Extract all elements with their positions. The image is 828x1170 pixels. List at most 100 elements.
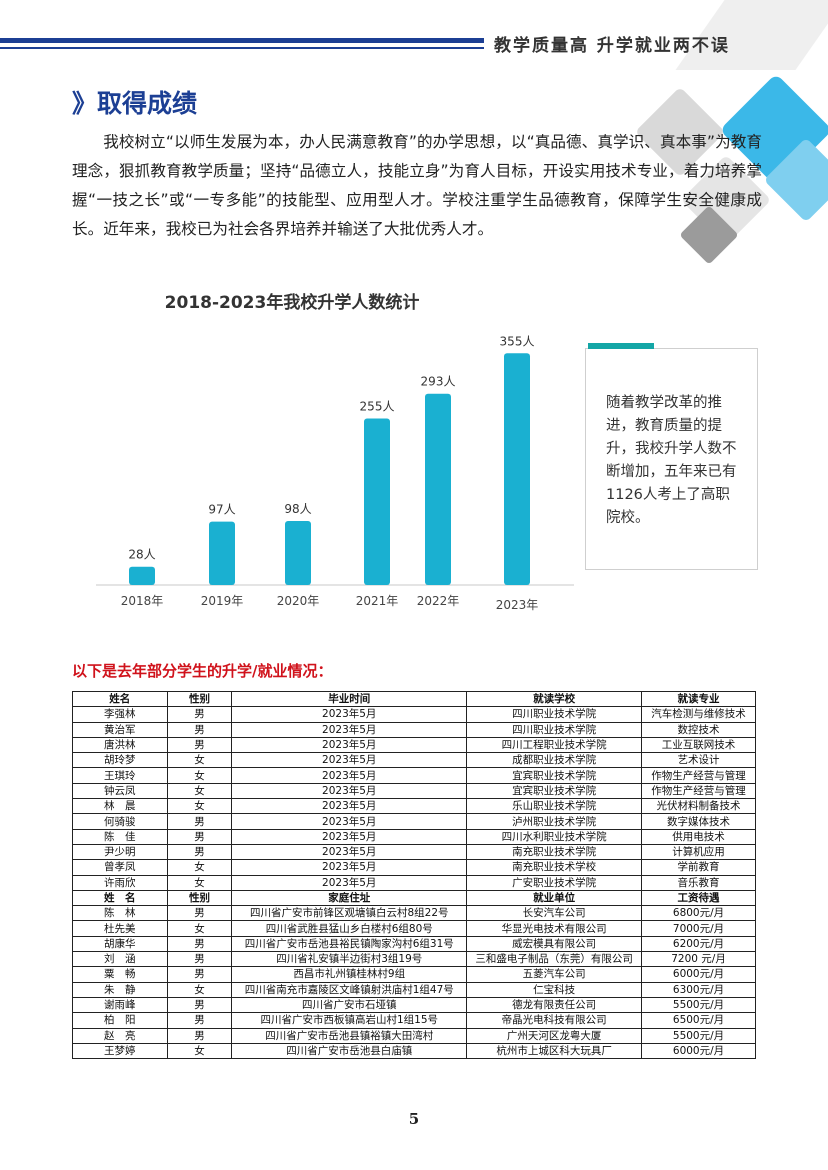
table-cell: 南充职业技术学校 (466, 859, 643, 876)
table-header-cell: 毕业时间 (231, 690, 468, 708)
table-row: 钟云凤女 2023年5月 宜宾职业技术学院 作物生产经营与管理 (72, 782, 756, 800)
table-header-cell: 就读专业 (641, 690, 756, 708)
table-cell: 四川省南充市嘉陵区文峰镇射洪庙村1组47号 (231, 981, 468, 998)
table-cell: 王梦婷 (72, 1042, 168, 1060)
table-cell: 数字媒体技术 (641, 813, 756, 830)
header-slogan: 教学质量高 升学就业两不误 (494, 36, 730, 56)
table-cell: 乐山职业技术学院 (466, 798, 643, 815)
table-cell: 男 (166, 1012, 233, 1029)
table-cell: 女 (166, 859, 233, 876)
section-marker: 》 (72, 89, 98, 118)
table-cell: 四川省广安市石垭镇 (231, 996, 468, 1014)
table-cell: 南充职业技术学院 (466, 843, 643, 861)
table-cell: 四川职业技术学院 (466, 721, 643, 738)
table-cell: 西昌市礼州镇桂林村9组 (231, 966, 468, 983)
table-cell: 谢雨峰 (72, 996, 168, 1014)
table-cell: 长安汽车公司 (466, 905, 643, 922)
x-tick-label: 2020年 (277, 594, 320, 608)
section-title: 》取得成绩 (72, 84, 197, 120)
table-cell: 唐洪林 (72, 736, 168, 754)
table-row: 唐洪林男 2023年5月 四川工程职业技术学院 工业互联网技术 (72, 736, 756, 754)
table-cell: 女 (166, 920, 233, 937)
table-cell: 女 (166, 1042, 233, 1060)
table-cell: 男 (166, 935, 233, 953)
table-cell: 四川工程职业技术学院 (466, 736, 643, 754)
table-cell: 三和盛电子制品（东莞）有限公司 (466, 951, 643, 968)
table-cell: 作物生产经营与管理 (641, 767, 756, 784)
table-row: 陈 林男四川省广安市前锋区观塘镇白云村8组22号 长安汽车公司 6800元/月 (72, 905, 756, 922)
table-cell: 宜宾职业技术学院 (466, 782, 643, 800)
table-cell: 2023年5月 (231, 767, 468, 784)
table-header-cell: 工资待遇 (641, 889, 756, 907)
table-cell: 2023年5月 (231, 736, 468, 754)
table-row: 何骑骏男 2023年5月 泸州职业技术学院 数字媒体技术 (72, 813, 756, 830)
table-cell: 杜先美 (72, 920, 168, 937)
table-cell: 男 (166, 706, 233, 723)
table-cell: 许雨欣 (72, 874, 168, 891)
table-cell: 2023年5月 (231, 828, 468, 845)
table-cell: 女 (166, 874, 233, 891)
data-label: 28人 (128, 548, 155, 562)
table-row: 曾孝凤女 2023年5月 南充职业技术学校 学前教育 (72, 859, 756, 876)
list-title: 以下是去年部分学生的升学/就业情况： (72, 662, 333, 680)
table-cell: 汽车检测与维修技术 (641, 706, 756, 723)
table-cell: 7200 元/月 (641, 951, 756, 968)
x-tick-label: 2023年 (496, 598, 539, 612)
intro-paragraph: 我校树立“以师生发展为本，办人民满意教育”的办学思想，以“真品德、真学识、真本事… (72, 133, 762, 238)
table-header-cell: 姓 名 (72, 889, 168, 907)
table-row: 谢雨峰男四川省广安市石垭镇 德龙有限责任公司 5500元/月 (72, 996, 756, 1014)
table-cell: 工业互联网技术 (641, 736, 756, 754)
table-cell: 陈 林 (72, 905, 168, 922)
chart-title: 2018-2023年我校升学人数统计 (164, 293, 420, 313)
table-cell: 黄治军 (72, 721, 168, 738)
table-cell: 四川省广安市前锋区观塘镇白云村8组22号 (231, 905, 468, 922)
table-cell: 李强林 (72, 706, 168, 723)
table-cell: 6300元/月 (641, 981, 756, 998)
table-cell: 男 (166, 951, 233, 968)
page-number: 5 (408, 1110, 420, 1128)
table-row: 杜先美女四川省武胜县猛山乡白楼村6组80号 华显光电技术有限公司 7000元/月 (72, 920, 756, 937)
data-label: 355人 (500, 334, 535, 348)
table-cell: 6500元/月 (641, 1012, 756, 1029)
table-row: 王琪玲女 2023年5月 宜宾职业技术学院 作物生产经营与管理 (72, 767, 756, 784)
table-row: 柏 阳男四川省广安市西板镇高岩山村1组15号 帝晶光电科技有限公司 6500元/月 (72, 1012, 756, 1029)
chart-bar (209, 521, 235, 585)
table-row: 胡玲梦女 2023年5月 成都职业技术学院 艺术设计 (72, 752, 756, 769)
table-cell: 林 晨 (72, 798, 168, 815)
table-cell: 2023年5月 (231, 798, 468, 815)
callout-text: 随着教学改革的推进，教育质量的提升，我校升学人数不断增加，五年来已有1126人考… (606, 395, 737, 526)
table-cell: 7000元/月 (641, 920, 756, 937)
table-row: 林 晨女 2023年5月 乐山职业技术学院 光伏材料制备技术 (72, 798, 756, 815)
table-header-row: 姓 名性别 家庭住址 就业单位 工资待遇 (72, 889, 756, 907)
table-cell: 2023年5月 (231, 721, 468, 738)
table-cell: 杭州市上城区科大玩具厂 (466, 1042, 643, 1060)
table-cell: 男 (166, 1027, 233, 1044)
table-row: 胡康华男四川省广安市岳池县裕民镇陶家沟村6组31号 威宏模具有限公司 6200元/月 (72, 935, 756, 953)
callout-box (585, 348, 758, 570)
x-tick-label: 2021年 (356, 594, 399, 608)
table-cell: 男 (166, 813, 233, 830)
table-row: 朱 静女四川省南充市嘉陵区文峰镇射洪庙村1组47号 仁宝科技 6300元/月 (72, 981, 756, 998)
chart-bar (285, 521, 311, 585)
table-cell: 作物生产经营与管理 (641, 782, 756, 800)
table-cell: 男 (166, 721, 233, 738)
table-cell: 5500元/月 (641, 996, 756, 1014)
chart-bar (425, 393, 451, 585)
table-cell: 德龙有限责任公司 (466, 996, 643, 1014)
table-cell: 胡康华 (72, 935, 168, 953)
table-cell: 四川省广安市岳池县裕民镇陶家沟村6组31号 (231, 935, 468, 953)
table-cell: 2023年5月 (231, 874, 468, 891)
table-row: 陈 佳男 2023年5月 四川水利职业技术学院 供用电技术 (72, 828, 756, 845)
x-tick-label: 2019年 (201, 594, 244, 608)
table-cell: 2023年5月 (231, 813, 468, 830)
table-cell: 5500元/月 (641, 1027, 756, 1044)
table-header-cell: 性别 (166, 889, 233, 907)
table-cell: 艺术设计 (641, 752, 756, 769)
x-tick-label: 2022年 (417, 594, 460, 608)
table-cell: 男 (166, 828, 233, 845)
table-cell: 胡玲梦 (72, 752, 168, 769)
x-tick-label: 2018年 (121, 594, 164, 608)
table-cell: 帝晶光电科技有限公司 (466, 1012, 643, 1029)
table-cell: 赵 亮 (72, 1027, 168, 1044)
table-cell: 女 (166, 767, 233, 784)
